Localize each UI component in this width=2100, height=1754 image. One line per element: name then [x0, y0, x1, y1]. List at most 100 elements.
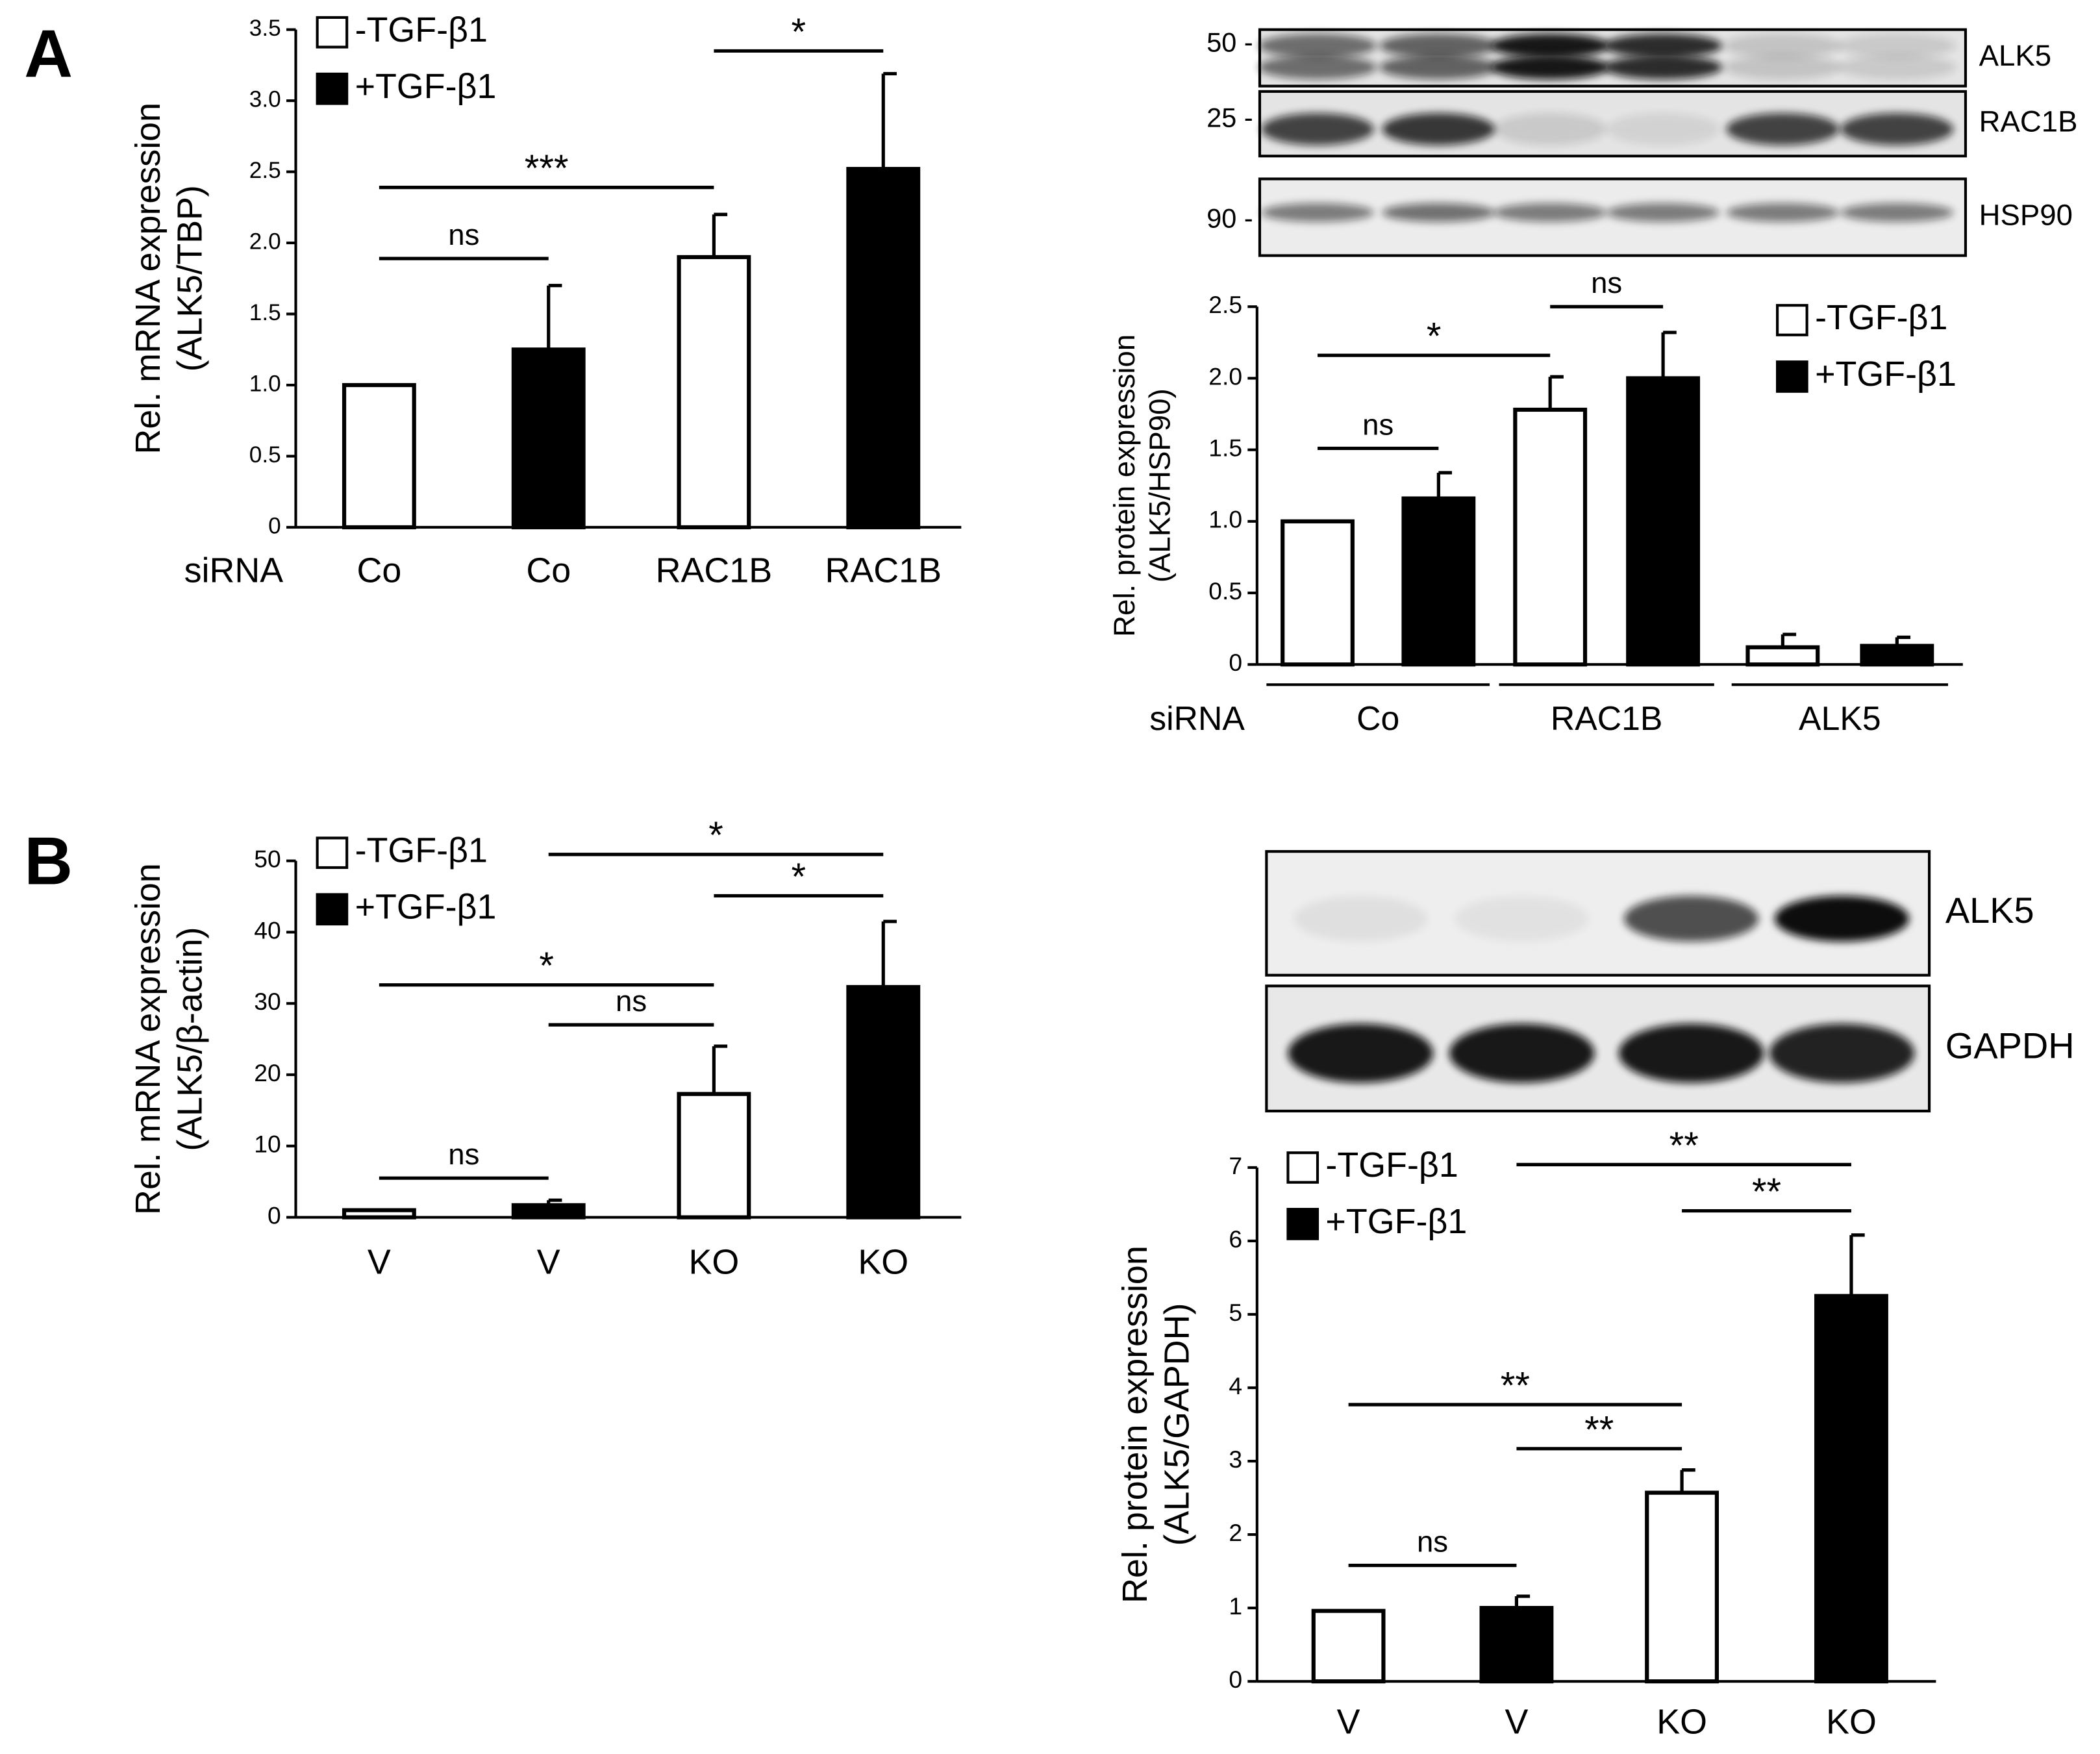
blot-band — [1494, 203, 1607, 222]
y-axis-label: (ALK5/TBP) — [171, 185, 210, 371]
error-bar — [1680, 1468, 1695, 1493]
significance-label: ** — [1752, 1171, 1781, 1213]
error-bar — [881, 920, 897, 987]
blot-band — [1618, 1023, 1764, 1083]
blot-band — [1491, 33, 1610, 58]
blot-band — [1606, 203, 1720, 222]
y-tick-label: 0.5 — [1208, 577, 1242, 605]
group-label: RAC1B — [1551, 699, 1663, 737]
blot-band — [1491, 55, 1610, 80]
legend-swatch — [316, 72, 349, 105]
x-prefix: siRNA — [1149, 699, 1245, 737]
legend-label: -TGF-β1 — [1815, 298, 1947, 337]
blot-marker: 50 - — [1206, 27, 1253, 57]
significance-label: * — [708, 815, 723, 857]
error-bar — [1548, 375, 1564, 410]
x-tick-label: Co — [356, 551, 401, 590]
blot-marker: 90 - — [1206, 204, 1253, 234]
significance-label: ns — [1591, 266, 1622, 299]
y-tick-label: 0 — [1229, 1666, 1242, 1693]
y-axis-label: Rel. mRNA expression — [129, 103, 168, 455]
blot-band — [1449, 1023, 1595, 1083]
y-tick-label: 0.5 — [249, 442, 281, 468]
bar — [677, 1092, 751, 1220]
bar — [511, 1203, 586, 1220]
bar — [846, 167, 921, 530]
legend-label: -TGF-β1 — [1325, 1146, 1458, 1184]
y-tick-label: 2.0 — [249, 229, 281, 254]
blot-label: GAPDH — [1945, 1025, 2075, 1066]
y-axis-label: Rel. protein expression — [1108, 334, 1141, 637]
blot-marker: 25 - — [1206, 103, 1253, 132]
error-bar — [712, 212, 728, 257]
legend-swatch — [316, 16, 349, 49]
blot-band — [1840, 203, 1954, 222]
bar — [1745, 645, 1820, 667]
legend-label: -TGF-β1 — [355, 831, 488, 870]
panel-label: A — [24, 16, 73, 91]
significance-label: ns — [448, 1138, 479, 1171]
blot-band — [1494, 112, 1607, 145]
significance-label: ns — [448, 218, 479, 251]
legend-label: +TGF-β1 — [1325, 1202, 1467, 1241]
bar — [342, 382, 416, 530]
blot-band — [1379, 33, 1498, 58]
significance-label: * — [1427, 316, 1442, 358]
y-tick-label: 1.0 — [1208, 506, 1242, 533]
error-bar — [1849, 1233, 1865, 1296]
y-tick-label: 3.0 — [249, 86, 281, 112]
x-tick-label: V — [537, 1242, 560, 1281]
x-tick-label: V — [368, 1242, 391, 1281]
legend-swatch — [1286, 1151, 1319, 1184]
blot-band — [1288, 1023, 1434, 1083]
blot-band — [1382, 203, 1495, 222]
bar — [511, 347, 586, 530]
blot-band — [1382, 112, 1495, 145]
group-label: ALK5 — [1799, 699, 1881, 737]
y-tick-label: 2.5 — [1208, 291, 1242, 318]
blot-band — [1293, 896, 1428, 942]
significance-label: ns — [1417, 1525, 1448, 1558]
x-tick-label: KO — [689, 1242, 740, 1281]
error-bar — [1514, 1594, 1531, 1609]
x-tick-label: V — [1505, 1703, 1528, 1742]
legend-swatch — [1286, 1208, 1319, 1240]
bar — [342, 1208, 416, 1220]
y-tick-label: 0 — [268, 513, 281, 538]
y-tick-label: 40 — [254, 916, 281, 944]
bar — [1814, 1294, 1888, 1684]
significance-label: ** — [1669, 1125, 1699, 1167]
blot-band — [1726, 203, 1840, 222]
y-tick-label: 20 — [254, 1059, 281, 1086]
panel-label: B — [24, 823, 73, 898]
legend-label: +TGF-β1 — [355, 67, 497, 106]
error-bar — [1661, 331, 1677, 379]
bar — [1401, 496, 1476, 667]
bar — [846, 984, 921, 1220]
error-bar — [547, 284, 562, 350]
bar — [1281, 519, 1355, 667]
y-axis-label: Rel. protein expression — [1116, 1246, 1155, 1603]
blot-band — [1840, 112, 1954, 145]
y-tick-label: 1 — [1229, 1592, 1242, 1620]
blot-band — [1838, 33, 1956, 58]
y-axis-label: (ALK5/GAPDH) — [1157, 1303, 1196, 1546]
y-tick-label: 2.5 — [249, 158, 281, 183]
blot-band — [1455, 896, 1590, 942]
blot-band — [1261, 203, 1374, 222]
error-bar — [547, 1198, 562, 1205]
significance-label: * — [792, 12, 806, 53]
legend-label: +TGF-β1 — [355, 887, 497, 926]
error-bar — [1781, 633, 1797, 647]
bar — [1626, 376, 1701, 667]
y-tick-label: 50 — [254, 845, 281, 872]
y-tick-label: 3.5 — [249, 16, 281, 41]
error-bar — [1436, 471, 1453, 499]
error-bar — [881, 71, 897, 169]
blot-label: ALK5 — [1945, 890, 2034, 931]
y-tick-label: 0 — [268, 1201, 281, 1229]
blot-band — [1604, 55, 1723, 80]
x-tick-label: KO — [858, 1242, 908, 1281]
